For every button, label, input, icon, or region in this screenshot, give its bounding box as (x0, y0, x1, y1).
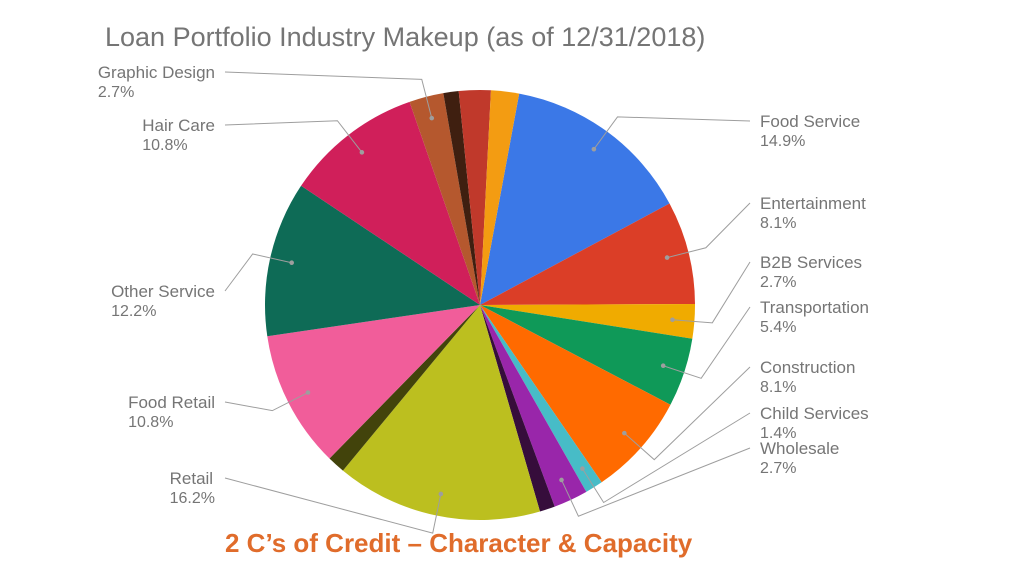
slice-name: Hair Care (142, 115, 215, 136)
slice-pct: 2.7% (760, 273, 862, 293)
slice-name: Child Services (760, 403, 869, 424)
slice-label: Retail16.2% (170, 468, 215, 509)
slice-label: Transportation5.4% (760, 297, 869, 338)
slice-name: Wholesale (760, 438, 839, 459)
slice-name: Other Service (111, 281, 215, 302)
slice-name: Transportation (760, 297, 869, 318)
slice-name: Food Service (760, 111, 860, 132)
slice-label: B2B Services2.7% (760, 252, 862, 293)
leader-dot (289, 260, 294, 265)
slice-pct: 12.2% (111, 302, 215, 322)
slice-label: Construction8.1% (760, 357, 855, 398)
leader-dot (661, 363, 666, 368)
slice-pct: 5.4% (760, 318, 869, 338)
slice-name: Graphic Design (98, 62, 215, 83)
slice-label: Hair Care10.8% (142, 115, 215, 156)
slice-name: B2B Services (760, 252, 862, 273)
leader-dot (429, 116, 434, 121)
leader-dot (592, 147, 597, 152)
slice-pct: 16.2% (170, 489, 215, 509)
leader-dot (665, 255, 670, 260)
slice-pct: 8.1% (760, 214, 866, 234)
leader-dot (360, 150, 365, 155)
leader-dot (580, 466, 585, 471)
leader-dot (622, 431, 627, 436)
slice-label: Food Retail10.8% (128, 392, 215, 433)
leader-dot (306, 390, 311, 395)
slice-label: Wholesale2.7% (760, 438, 839, 479)
slice-name: Retail (170, 468, 215, 489)
slice-pct: 2.7% (98, 83, 215, 103)
slice-label: Entertainment8.1% (760, 193, 866, 234)
slice-name: Construction (760, 357, 855, 378)
slice-label: Other Service12.2% (111, 281, 215, 322)
slice-label: Graphic Design2.7% (98, 62, 215, 103)
slice-name: Entertainment (760, 193, 866, 214)
slice-pct: 14.9% (760, 132, 860, 152)
slice-name: Food Retail (128, 392, 215, 413)
leader-dot (670, 317, 675, 322)
slice-pct: 10.8% (128, 413, 215, 433)
footer-caption: 2 C’s of Credit – Character & Capacity (225, 528, 692, 559)
slice-pct: 8.1% (760, 378, 855, 398)
slice-pct: 2.7% (760, 459, 839, 479)
leader-dot (439, 492, 444, 497)
slice-label: Food Service14.9% (760, 111, 860, 152)
slice-pct: 10.8% (142, 136, 215, 156)
leader-dot (559, 478, 564, 483)
